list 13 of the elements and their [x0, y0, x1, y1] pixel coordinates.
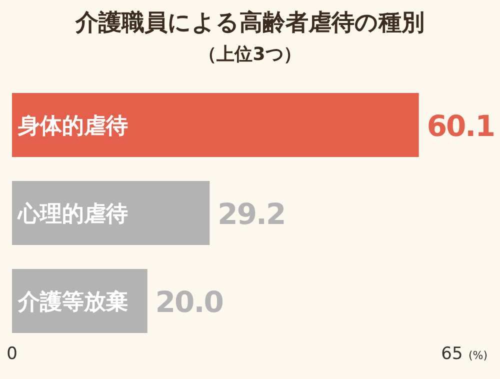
x-axis-title: (%): [468, 349, 488, 362]
chart-subtitle: （上位3つ）: [198, 44, 302, 65]
chart-title: 介護職員による高齢者虐待の種別: [74, 9, 424, 36]
data-label: 60.1: [426, 109, 494, 143]
data-label: 20.0: [155, 285, 223, 319]
x-tick-label: 65: [441, 344, 463, 364]
y-tick-label: 心理的虐待: [17, 201, 128, 227]
bar: [12, 181, 210, 245]
y-tick-label: 介護等放棄: [17, 289, 128, 315]
y-tick-label: 身体的虐待: [17, 114, 128, 139]
data-label: 29.2: [218, 197, 286, 231]
bar: [12, 93, 419, 157]
x-tick-label: 0: [6, 344, 18, 364]
